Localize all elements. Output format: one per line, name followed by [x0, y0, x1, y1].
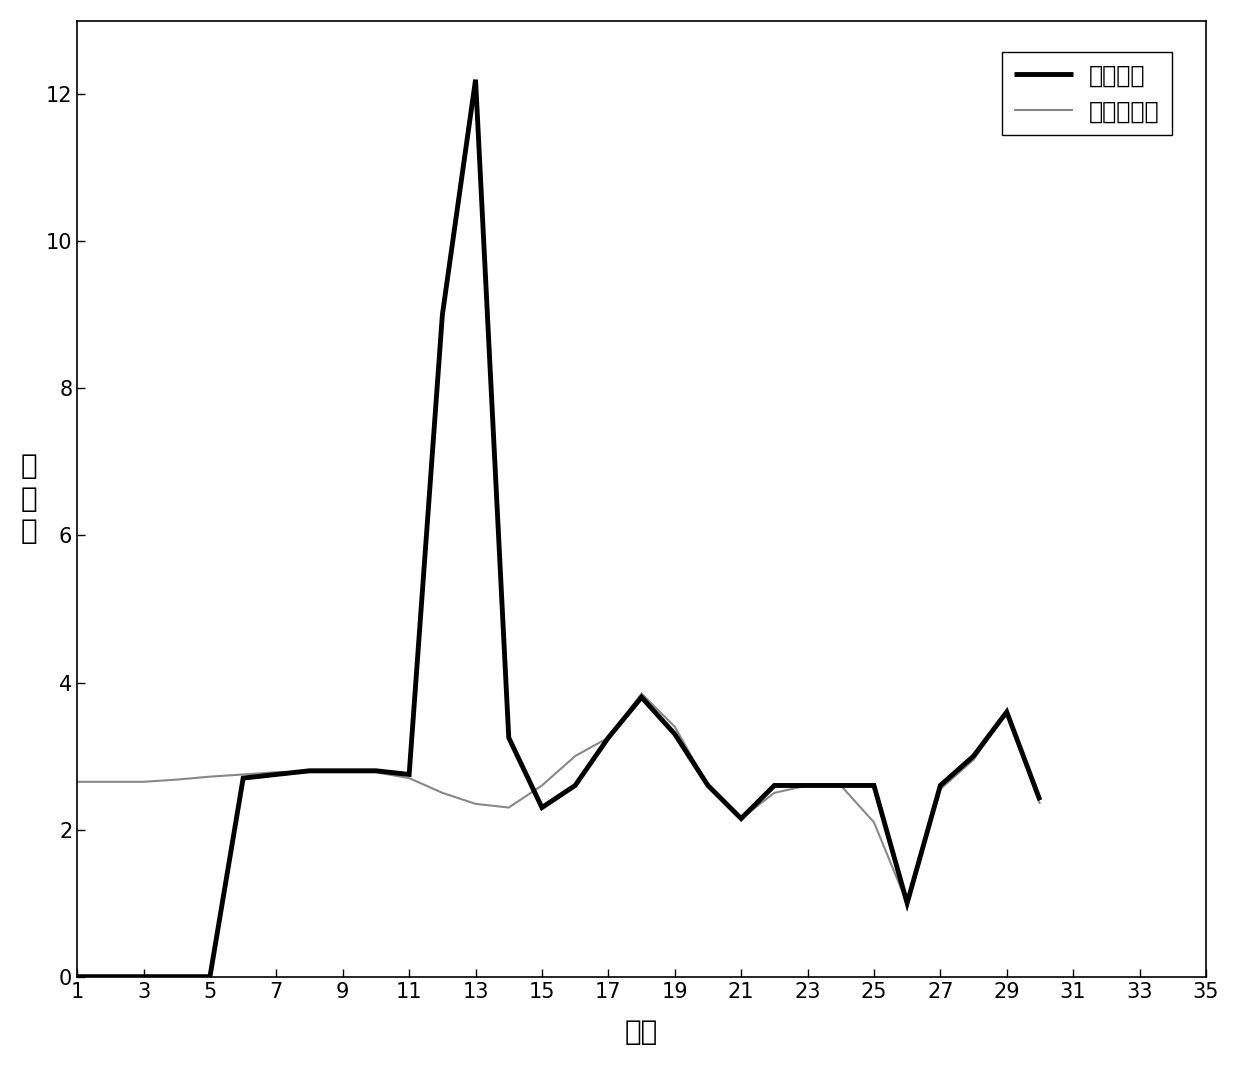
原始数据 — [236, 771, 250, 784]
优化后数据 — [368, 766, 383, 779]
原始数据 — [667, 728, 682, 740]
原始数据 — [1033, 794, 1048, 807]
优化后数据 — [966, 753, 981, 766]
优化后数据 — [469, 797, 484, 810]
优化后数据 — [667, 720, 682, 733]
Line: 优化后数据: 优化后数据 — [77, 694, 1040, 903]
X-axis label: 日期: 日期 — [625, 1018, 658, 1046]
原始数据 — [701, 779, 715, 792]
原始数据 — [103, 970, 118, 983]
原始数据 — [501, 731, 516, 744]
优化后数据 — [303, 766, 317, 779]
优化后数据 — [402, 771, 417, 784]
原始数据 — [800, 779, 815, 792]
原始数据 — [766, 779, 781, 792]
优化后数据 — [932, 783, 947, 796]
原始数据 — [335, 764, 350, 777]
Y-axis label: 数
据
値: 数 据 値 — [21, 452, 37, 545]
原始数据 — [601, 731, 616, 744]
优化后数据 — [766, 786, 781, 799]
优化后数据 — [435, 786, 450, 799]
原始数据 — [568, 779, 583, 792]
优化后数据 — [170, 774, 185, 786]
优化后数据 — [236, 768, 250, 781]
优化后数据 — [69, 776, 84, 789]
原始数据 — [900, 896, 915, 909]
Legend: 原始数据, 优化后数据: 原始数据, 优化后数据 — [1002, 52, 1172, 136]
原始数据 — [368, 764, 383, 777]
优化后数据 — [601, 731, 616, 744]
原始数据 — [435, 308, 450, 321]
优化后数据 — [833, 779, 848, 792]
原始数据 — [170, 970, 185, 983]
优化后数据 — [534, 779, 549, 792]
原始数据 — [534, 801, 549, 814]
原始数据 — [833, 779, 848, 792]
原始数据 — [402, 768, 417, 781]
原始数据 — [734, 812, 749, 825]
优化后数据 — [734, 812, 749, 825]
优化后数据 — [202, 770, 217, 783]
Line: 原始数据: 原始数据 — [77, 80, 1040, 976]
原始数据 — [69, 970, 84, 983]
优化后数据 — [800, 779, 815, 792]
原始数据 — [867, 779, 882, 792]
优化后数据 — [1033, 797, 1048, 810]
优化后数据 — [501, 801, 516, 814]
优化后数据 — [701, 779, 715, 792]
原始数据 — [303, 764, 317, 777]
优化后数据 — [568, 750, 583, 763]
优化后数据 — [634, 687, 649, 700]
优化后数据 — [136, 776, 151, 789]
优化后数据 — [999, 705, 1014, 718]
优化后数据 — [900, 896, 915, 909]
原始数据 — [932, 779, 947, 792]
优化后数据 — [103, 776, 118, 789]
原始数据 — [966, 750, 981, 763]
优化后数据 — [867, 816, 882, 829]
原始数据 — [136, 970, 151, 983]
优化后数据 — [335, 766, 350, 779]
优化后数据 — [269, 766, 284, 779]
原始数据 — [469, 74, 484, 86]
原始数据 — [202, 970, 217, 983]
原始数据 — [999, 705, 1014, 718]
原始数据 — [269, 768, 284, 781]
原始数据 — [634, 690, 649, 703]
